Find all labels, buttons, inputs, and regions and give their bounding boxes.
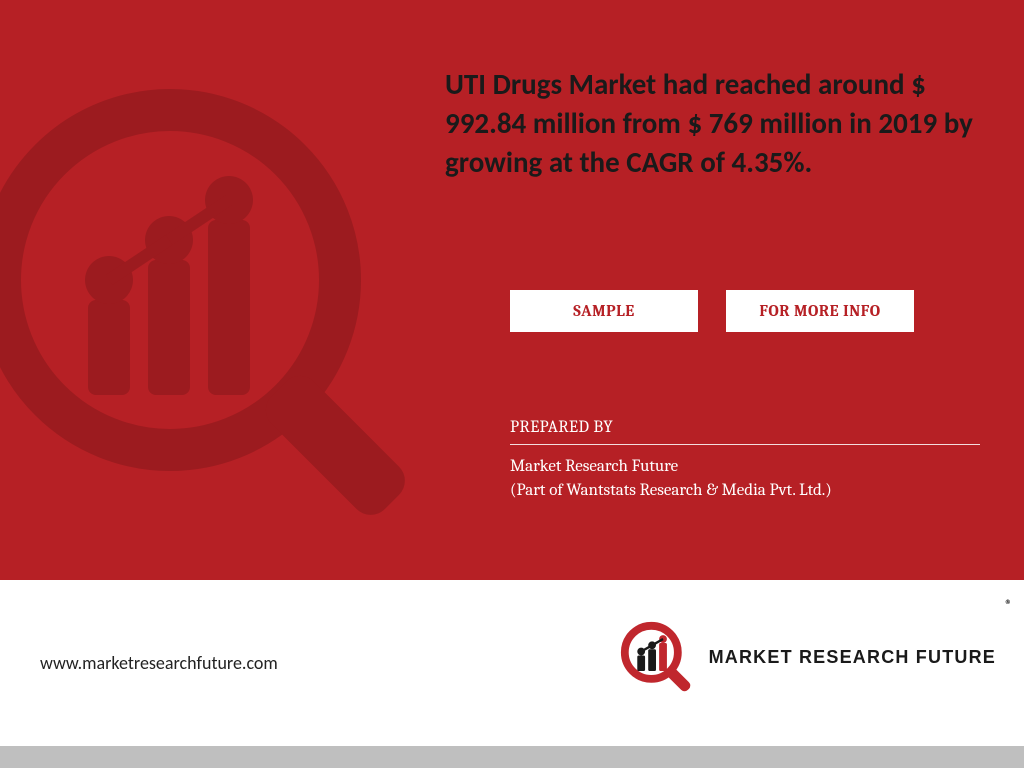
headline-text: UTI Drugs Market had reached around $ 99… (445, 65, 975, 182)
prepared-by-org: Market Research Future (510, 457, 980, 476)
sample-button[interactable]: SAMPLE (510, 290, 698, 332)
footer-logo-icon (617, 618, 695, 696)
more-info-button[interactable]: FOR MORE INFO (726, 290, 914, 332)
footer-url[interactable]: www.marketresearchfuture.com (40, 652, 278, 674)
button-row: SAMPLE FOR MORE INFO (510, 290, 914, 332)
registered-mark: ® (1005, 598, 1012, 613)
footer-panel: www.marketresearchfuture.com MARKET RESE… (0, 580, 1024, 768)
bottom-bar (0, 746, 1024, 768)
footer-logo-text: MARKET RESEARCH FUTURE (709, 647, 996, 667)
watermark-logo-icon (0, 70, 410, 520)
hero-panel: UTI Drugs Market had reached around $ 99… (0, 0, 1024, 580)
prepared-by-label: PREPARED BY (510, 418, 980, 445)
prepared-by-block: PREPARED BY Market Research Future (Part… (510, 418, 980, 500)
footer-logo-block: MARKET RESEARCH FUTURE (617, 618, 996, 696)
prepared-by-sub: (Part of Wantstats Research & Media Pvt.… (510, 481, 980, 500)
